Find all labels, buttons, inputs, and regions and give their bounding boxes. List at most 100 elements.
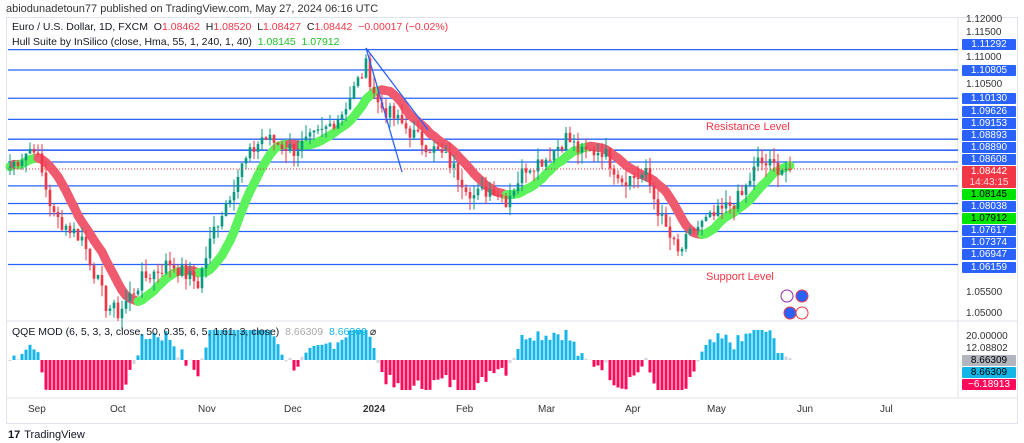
candle-body — [532, 170, 536, 172]
low-label: L — [257, 21, 264, 33]
candle-body — [748, 180, 752, 185]
candle-body — [720, 205, 724, 209]
settings-icon[interactable]: ⌀ — [369, 326, 377, 338]
candle-body — [300, 140, 304, 152]
candle-body — [596, 152, 600, 156]
time-tick: Nov — [198, 404, 216, 415]
candle-body — [700, 220, 704, 227]
hull-legend[interactable]: Hull Suite by InSilico (close, Hma, 55, … — [12, 36, 340, 49]
candle-body — [24, 153, 28, 161]
qqe-histogram-bar — [720, 338, 724, 360]
qqe-histogram-bar — [268, 330, 272, 360]
qqe-histogram-bar — [84, 360, 88, 390]
level-price-tag: 1.06947 — [962, 249, 1016, 260]
qqe-histogram-bar — [740, 341, 744, 360]
time-tick: Dec — [284, 404, 302, 415]
candle-body — [8, 166, 12, 168]
qqe-histogram-bar — [468, 360, 472, 390]
candle-body — [276, 142, 280, 145]
qqe-label: QQE MOD (6, 5, 3, 3, close, 50, 0.35, 6,… — [12, 326, 280, 338]
qqe-histogram-bar — [76, 360, 80, 390]
candle-body — [420, 131, 424, 146]
candle-body — [316, 129, 320, 131]
qqe-histogram-bar — [624, 360, 628, 390]
qqe-histogram-bar — [256, 330, 260, 360]
candle-body — [704, 216, 708, 221]
qqe-histogram-bar — [700, 351, 704, 360]
qqe-histogram-bar — [100, 360, 104, 390]
candle-body — [160, 272, 164, 274]
candle-body — [188, 271, 192, 280]
candle-body — [304, 136, 308, 141]
candle-body — [560, 147, 564, 150]
candle-body — [624, 182, 628, 187]
qqe-histogram-bar — [668, 360, 672, 390]
qqe-histogram-bar — [556, 334, 560, 360]
qqe-histogram-bar — [152, 332, 156, 360]
chart-frame[interactable] — [6, 17, 1018, 424]
qqe-histogram-bar — [64, 360, 68, 390]
candle-body — [56, 212, 60, 218]
candle-body — [48, 189, 52, 207]
candle-body — [368, 58, 372, 87]
candle-body — [228, 200, 232, 204]
qqe-histogram-bar — [416, 360, 420, 381]
qqe-histogram-bar — [172, 346, 176, 360]
level-price-tag: 1.08038 — [962, 201, 1016, 212]
qqe-histogram-bar — [500, 360, 504, 368]
qqe-histogram-bar — [432, 360, 436, 381]
candle-body — [268, 134, 272, 140]
time-tick: 2024 — [363, 404, 386, 415]
qqe-histogram-bar — [308, 347, 312, 360]
candle-body — [372, 86, 376, 94]
level-price-tag: 1.08890 — [962, 142, 1016, 153]
price-tick: 1.10500 — [966, 79, 1003, 90]
time-tick: Jun — [797, 404, 814, 415]
qqe-histogram-bar — [232, 330, 236, 360]
candle-body — [240, 163, 244, 177]
qqe-histogram-bar — [108, 360, 112, 390]
candle-body — [736, 190, 740, 209]
qqe-histogram-bar — [192, 360, 196, 370]
qqe-histogram-bar — [476, 360, 480, 384]
qqe-histogram-bar — [336, 342, 340, 360]
qqe-legend[interactable]: QQE MOD (6, 5, 3, 3, close, 50, 0.35, 6,… — [12, 326, 376, 339]
qqe-histogram-bar — [696, 360, 700, 362]
qqe-histogram-bar — [148, 338, 152, 360]
qqe-histogram-bar — [508, 360, 512, 364]
price-tick: 1.12000 — [966, 14, 1003, 25]
candle-body — [460, 179, 464, 188]
qqe-histogram-bar — [552, 332, 556, 360]
candle-body — [224, 203, 228, 216]
candle-body — [412, 129, 416, 138]
candle-body — [784, 168, 788, 170]
time-tick: Apr — [625, 404, 641, 415]
qqe-histogram-bar — [228, 330, 232, 360]
qqe-histogram-bar — [196, 360, 200, 377]
qqe-histogram-bar — [716, 333, 720, 360]
candle-body — [36, 152, 40, 154]
candle-body — [588, 149, 592, 151]
candle-body — [384, 108, 388, 118]
candle-body — [636, 177, 640, 179]
qqe-histogram-bar — [320, 344, 324, 360]
candle-body — [344, 109, 348, 115]
candle-body — [280, 144, 284, 150]
qqe-histogram-bar — [48, 360, 52, 390]
resistance-label: Resistance Level — [706, 121, 790, 133]
qqe-histogram-bar — [344, 337, 348, 360]
qqe-histogram-bar — [744, 333, 748, 360]
candle-body — [488, 189, 492, 197]
candle-body — [432, 146, 436, 153]
candle-body — [136, 290, 140, 295]
qqe-histogram-bar — [440, 360, 444, 379]
time-tick: Feb — [456, 404, 474, 415]
qqe-histogram-bar — [120, 360, 124, 390]
event-icon — [795, 306, 809, 320]
candle-body — [312, 130, 316, 133]
qqe-histogram-bar — [768, 330, 772, 360]
qqe-histogram-bar — [28, 344, 32, 360]
tradingview-logo[interactable]: 17 TradingView — [8, 429, 85, 442]
qqe-histogram-bar — [376, 360, 380, 363]
